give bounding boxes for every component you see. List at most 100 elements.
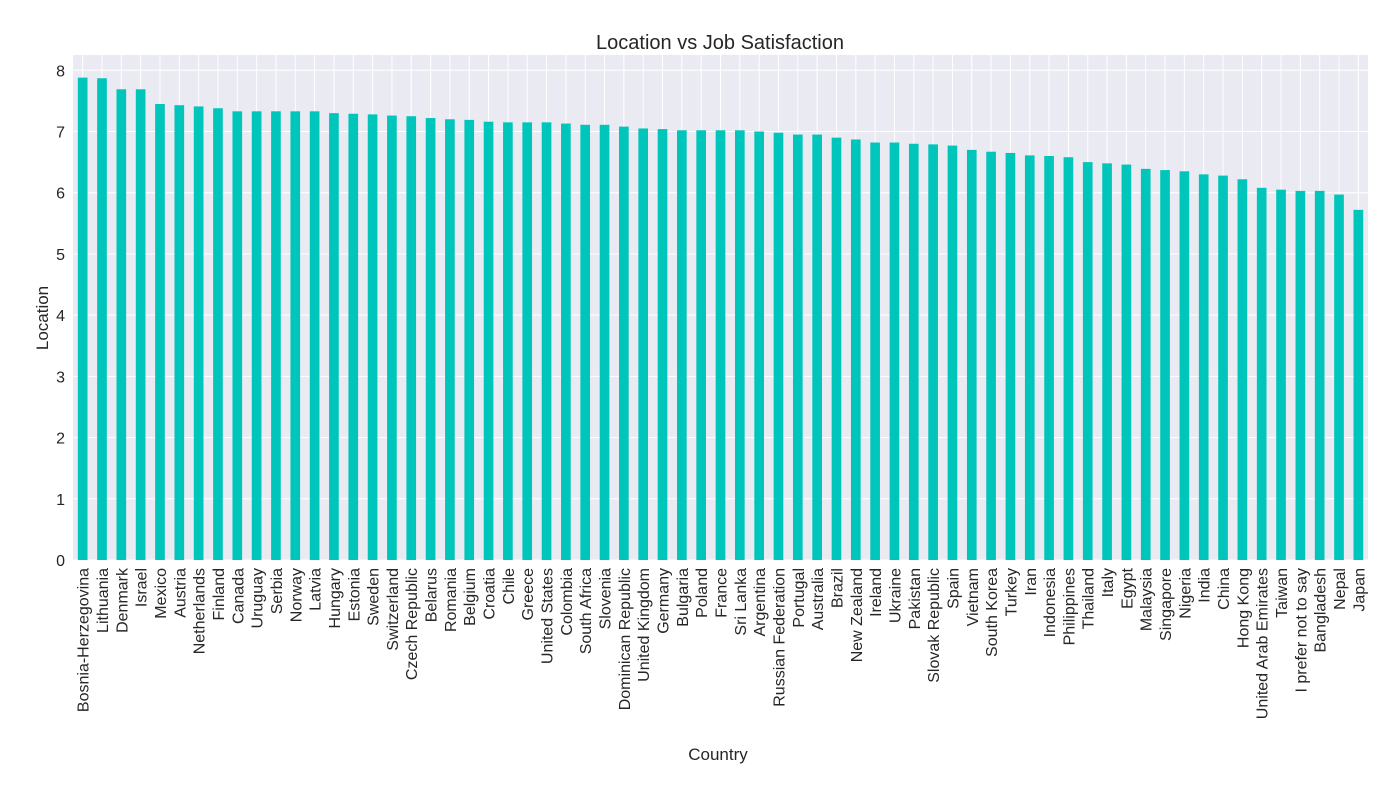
bar <box>561 123 571 560</box>
x-tick-label: Canada <box>230 568 247 624</box>
x-tick-label: Denmark <box>114 567 131 633</box>
x-tick-label: Portugal <box>791 568 808 628</box>
y-tick-label: 3 <box>56 369 65 386</box>
bar <box>522 122 533 560</box>
x-tick-label: Russian Federation <box>771 568 788 707</box>
x-tick-label: France <box>714 568 731 618</box>
bar <box>966 149 977 560</box>
bar <box>174 105 185 560</box>
x-tick-label: Belarus <box>424 568 441 622</box>
bar <box>464 119 475 560</box>
bar <box>1005 152 1016 560</box>
x-tick-label: Australia <box>810 568 827 630</box>
x-tick-label: Croatia <box>482 568 499 620</box>
bar <box>889 142 900 561</box>
bar <box>619 126 629 561</box>
bar <box>116 89 127 561</box>
y-tick-label: 5 <box>56 247 65 264</box>
x-tick-label: Lithuania <box>95 568 112 633</box>
bar <box>850 139 861 561</box>
bar <box>348 113 359 560</box>
x-tick-label: Sweden <box>366 568 383 626</box>
x-tick-label: Egypt <box>1119 567 1136 608</box>
bar <box>1353 209 1364 560</box>
x-tick-label: Vietnam <box>965 568 982 626</box>
bar <box>831 137 842 561</box>
bar <box>638 128 649 561</box>
bar <box>329 113 339 560</box>
x-tick-label: Argentina <box>752 568 769 637</box>
x-tick-label: Hong Kong <box>1235 568 1252 648</box>
x-tick-label: Chile <box>501 568 518 605</box>
y-tick-label: 7 <box>56 125 65 142</box>
bar <box>1121 164 1132 560</box>
bar <box>367 114 378 560</box>
bar <box>1102 163 1112 560</box>
x-tick-label: Nigeria <box>1177 568 1194 619</box>
bar <box>445 119 455 560</box>
y-tick-label: 0 <box>56 553 65 570</box>
bar <box>541 122 552 560</box>
bar <box>193 106 204 560</box>
bar <box>135 89 146 561</box>
x-tick-label: Slovak Republic <box>926 568 943 683</box>
x-tick-label: Bangladesh <box>1313 568 1330 653</box>
bar <box>1179 171 1190 560</box>
x-tick-label: United Kingdom <box>636 568 653 682</box>
bar <box>715 130 726 561</box>
bar <box>870 142 880 561</box>
x-tick-label: Spain <box>945 568 962 609</box>
bar <box>1140 168 1151 560</box>
bar <box>1256 187 1267 560</box>
bar <box>1295 190 1306 560</box>
bar <box>309 111 320 560</box>
x-tick-label: Singapore <box>1158 568 1175 641</box>
bar <box>290 111 301 560</box>
x-tick-label: Hungary <box>327 568 344 628</box>
x-tick-label: Thailand <box>1081 568 1098 629</box>
x-tick-label: Finland <box>211 568 228 620</box>
bar <box>77 77 88 560</box>
x-tick-label: Indonesia <box>1042 568 1059 637</box>
bar <box>580 124 591 561</box>
bar <box>271 111 281 560</box>
x-tick-label: Turkey <box>1003 568 1020 616</box>
bar <box>1218 175 1228 560</box>
x-tick-label: Malaysia <box>1139 568 1156 631</box>
bar <box>155 103 165 560</box>
bar <box>1314 190 1325 560</box>
x-tick-label: Philippines <box>1061 568 1078 645</box>
x-tick-label: Sri Lanka <box>733 568 750 636</box>
x-tick-label: Bulgaria <box>675 568 692 627</box>
bar <box>503 122 513 560</box>
x-tick-label: Iran <box>1023 568 1040 596</box>
x-tick-label: Poland <box>694 568 711 618</box>
bar <box>773 132 784 561</box>
x-tick-label: South Korea <box>984 568 1001 657</box>
bar <box>1082 162 1093 560</box>
bar <box>425 118 436 560</box>
x-tick-label: Belgium <box>462 568 479 626</box>
x-tick-label: United Arab Emirates <box>1255 568 1272 719</box>
bar <box>97 78 107 560</box>
x-tick-label: Germany <box>656 568 673 634</box>
y-tick-labels: 0 1 2 3 4 5 6 7 8 <box>56 63 65 570</box>
bar <box>986 151 996 560</box>
x-tick-label: Latvia <box>308 568 325 611</box>
x-tick-label: Japan <box>1351 568 1368 612</box>
bar <box>1063 157 1074 560</box>
bar <box>947 145 958 560</box>
bar <box>1044 156 1054 560</box>
x-tick-label: United States <box>540 568 557 664</box>
x-tick-label: Israel <box>134 568 151 607</box>
x-tick-label: Nepal <box>1332 568 1349 610</box>
x-tick-label: Colombia <box>559 568 576 636</box>
x-tick-label: Netherlands <box>192 568 209 654</box>
x-tick-label: New Zealand <box>849 568 866 662</box>
x-tick-label: Brazil <box>829 568 846 608</box>
bar <box>792 134 803 561</box>
bar <box>734 130 745 561</box>
bar <box>1024 155 1035 560</box>
